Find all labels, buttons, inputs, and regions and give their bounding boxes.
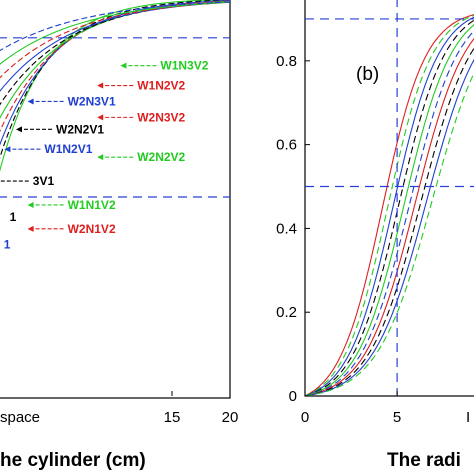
panel-b-ticks: 0 0.2 0.4 0.6 0.8 0 5 (276, 53, 401, 426)
panel-a-series-label: W2N2V2 (137, 150, 185, 164)
panel-b-curve-8 (304, 47, 474, 397)
panel-b-y-tick-label: 0.6 (276, 137, 297, 154)
panel-a-frame (0, 0, 231, 399)
panel-b-curve-9 (304, 58, 474, 397)
panel-a-x-tick-fragment: space (0, 409, 40, 426)
panel-b-curves (304, 14, 474, 397)
panel-a-x-ticks: 15 20 (164, 391, 239, 426)
panel-b: 0 0.2 0.4 0.6 0.8 0 5 (b) I The radi (276, 0, 474, 471)
panel-a-label-arrowhead-3 (27, 98, 34, 105)
panel-a-label-arrowhead-1 (120, 62, 127, 69)
panel-b-curve-4 (304, 19, 474, 397)
panel-b-curve-6 (304, 30, 474, 397)
panel-a-curve-3 (0, 0, 231, 146)
panel-a-label-arrowhead-7 (97, 154, 104, 161)
panel-a-guides (0, 37, 230, 198)
panel-a-series-label: W2N3V2 (137, 110, 185, 124)
panel-a-curve-1 (0, 0, 230, 172)
panel-b-curve-2 (304, 14, 474, 397)
panel-a-x-tick-label: 20 (222, 409, 239, 426)
panel-b-curve-10 (304, 71, 474, 397)
panel-a-series-label: 1 (4, 238, 11, 252)
panel-b-x-tick-fragment: I (466, 409, 470, 426)
panel-a-label-arrowhead-5 (16, 126, 22, 133)
panel-b-y-tick-label: 0.4 (276, 220, 297, 237)
panel-a-series-label: W2N1V2 (68, 222, 116, 236)
panel-a-series-label: W1N3V2 (160, 59, 208, 73)
panel-a-label-arrowhead-4 (97, 114, 104, 121)
panel-b-curve-7 (304, 37, 474, 397)
panel-a-series-label: W1N2V2 (137, 79, 185, 93)
panel-a: W1N3V2 W1N2V2 W2N3V1 W2N3V2 W2N2V1 W1N2V1 W2N2… (0, 0, 238, 471)
panel-a-label-arrowhead-6 (4, 146, 11, 153)
panel-a-curve-2 (0, 0, 230, 159)
panel-b-y-tick-label: 0 (289, 388, 297, 405)
panel-a-series-label: W2N3V1 (68, 94, 116, 108)
panel-a-curve-10 (0, 1, 231, 52)
panel-b-curve-5 (304, 24, 474, 397)
panel-b-y-tick-label: 0.2 (276, 304, 297, 321)
panel-a-curves (0, 0, 231, 172)
panel-b-curve-3 (304, 16, 474, 397)
panel-b-x-tick-label: 0 (301, 409, 309, 426)
panel-a-series-labels: W1N3V2 W1N2V2 W2N3V1 W2N3V2 W2N2V1 W1N2V1 W2N2… (0, 59, 209, 252)
panel-b-curve-1 (304, 14, 474, 397)
panel-a-x-tick-label: 15 (164, 409, 181, 426)
panel-b-x-axis-label: The radi (387, 450, 461, 471)
panel-a-series-label: W1N1V2 (68, 198, 116, 212)
panel-a-label-arrowhead-9 (27, 201, 34, 208)
panel-a-label-arrowhead-11 (27, 225, 34, 232)
panel-a-curve-9 (0, 1, 231, 65)
panel-a-series-label: W2N2V1 (56, 122, 104, 136)
panel-b-x-tick-label: 5 (393, 409, 401, 426)
panel-a-label-arrowhead-2 (97, 82, 104, 89)
panel-a-series-label: 3V1 (33, 174, 55, 188)
panel-b-guides (305, 0, 474, 396)
panel-a-series-label: W1N2V1 (44, 142, 92, 156)
panel-a-x-axis-label: he cylinder (cm) (0, 450, 146, 471)
panel-b-frame (304, 0, 474, 397)
panel-a-curve-4 (0, 0, 231, 133)
panel-b-y-tick-label: 0.8 (276, 53, 297, 70)
panel-b-label: (b) (356, 64, 379, 85)
panel-a-series-label: 1 (10, 210, 17, 224)
